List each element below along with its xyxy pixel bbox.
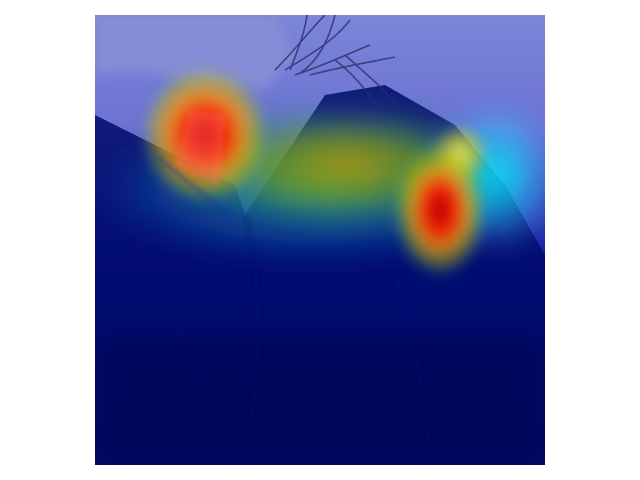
collar-fold <box>175 110 225 185</box>
face-region <box>95 15 295 90</box>
heatmap-overlay-svg <box>95 15 545 465</box>
right-hotspot <box>392 142 488 278</box>
collar-edge-line <box>154 153 236 222</box>
lower-shadow <box>95 335 545 465</box>
attention-heatmap-image <box>95 15 545 465</box>
hair-strands <box>274 15 396 111</box>
